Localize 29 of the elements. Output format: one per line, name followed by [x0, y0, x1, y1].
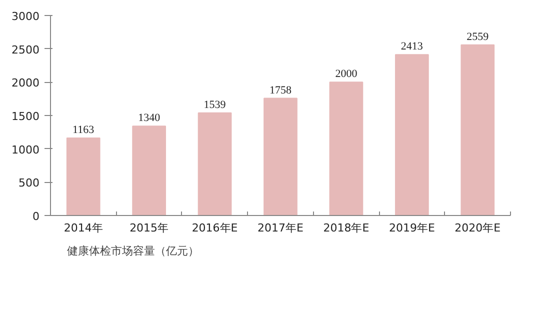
data-label: 2000: [335, 68, 358, 80]
x-tick-label: 2017年E: [258, 222, 304, 234]
bar: [460, 44, 495, 216]
x-tick-label: 2020年E: [454, 222, 501, 234]
x-tick-label: 2019年E: [388, 222, 435, 234]
y-tick-label: 1000: [12, 143, 40, 156]
y-tick-label: 2500: [12, 43, 40, 56]
data-label: 1539: [204, 98, 226, 111]
y-tick-label: 3000: [12, 10, 40, 23]
bar: [132, 126, 166, 216]
bar: [264, 98, 298, 216]
y-tick-label: 500: [18, 176, 40, 190]
data-label: 1758: [270, 84, 292, 96]
bar: [395, 54, 429, 216]
y-tick-label: 2000: [12, 76, 40, 90]
bar: [198, 112, 232, 216]
x-tick-label: 2014年: [64, 222, 103, 234]
data-label: 2413: [400, 40, 424, 53]
data-label: 1340: [138, 112, 161, 124]
y-tick-label: 1500: [12, 110, 40, 123]
data-label: 2559: [466, 30, 490, 43]
bar: [66, 137, 100, 216]
x-tick-label: 2018年E: [323, 222, 370, 234]
x-tick-label: 2016年E: [192, 222, 238, 234]
y-tick-label: 0: [32, 210, 40, 223]
data-label: 1163: [72, 124, 95, 136]
x-tick-label: 2015年: [130, 222, 169, 234]
text: 健康体检市场容量（亿元）: [67, 244, 199, 258]
bar: [329, 82, 364, 216]
